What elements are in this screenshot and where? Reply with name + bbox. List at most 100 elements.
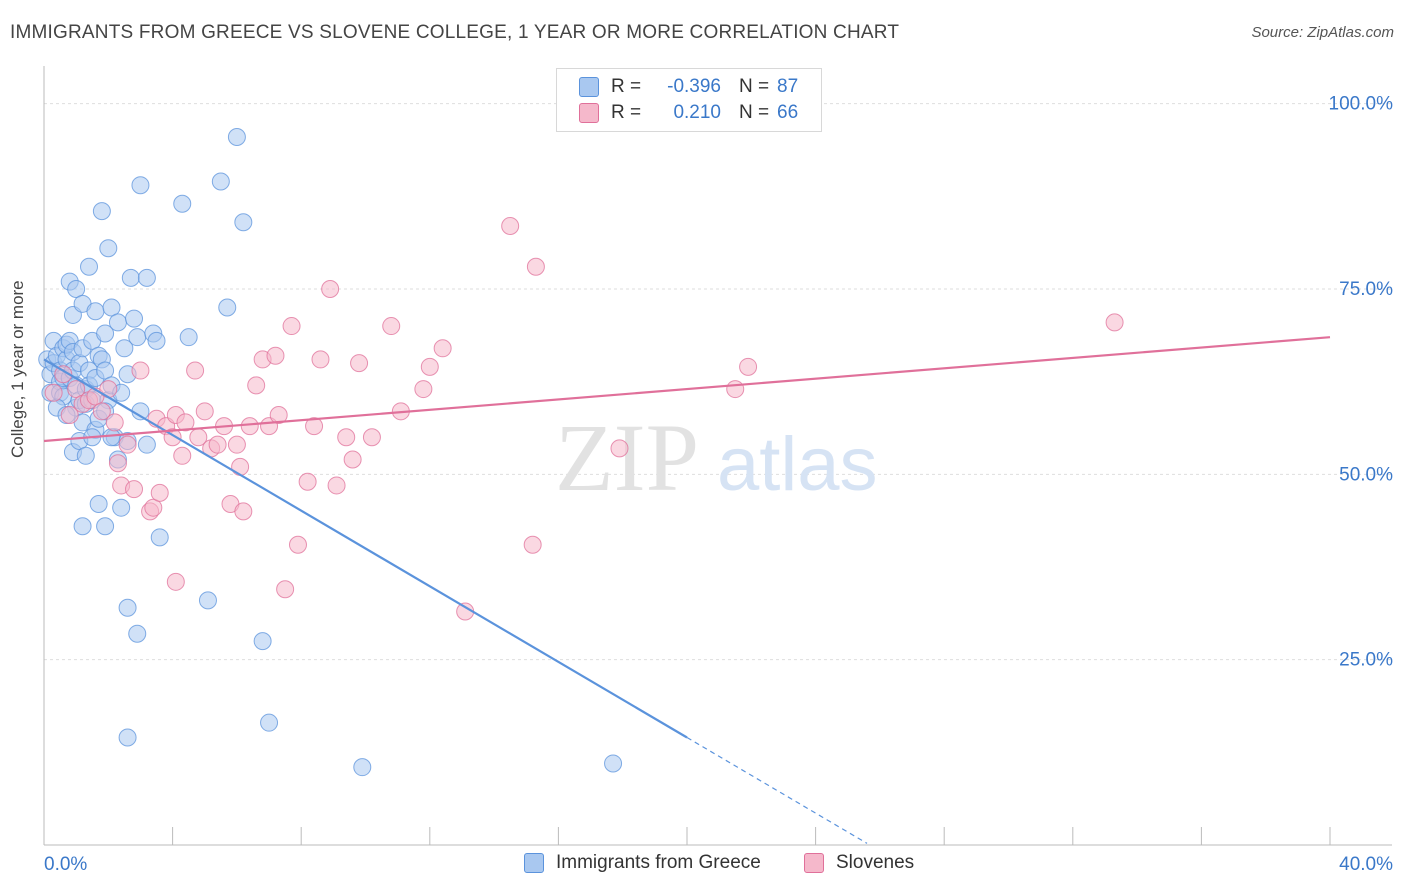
- legend-n-value: 66: [777, 102, 799, 123]
- point-slovenes: [420, 357, 439, 376]
- point-slovenes: [125, 480, 144, 499]
- point-greece: [604, 754, 623, 773]
- point-slovenes: [92, 402, 111, 421]
- point-slovenes: [247, 376, 266, 395]
- watermark-zip: ZIP: [555, 404, 699, 511]
- point-greece: [118, 598, 137, 617]
- point-greece: [67, 279, 86, 298]
- point-slovenes: [362, 428, 381, 447]
- point-slovenes: [99, 380, 118, 399]
- point-slovenes: [234, 502, 253, 521]
- correlation-legend: R = -0.396 N = 87 R = 0.210 N = 66: [556, 68, 822, 132]
- series-legend: Immigrants from Greece Slovenes: [0, 852, 1406, 878]
- point-greece: [234, 213, 253, 232]
- legend-n-value: 87: [777, 76, 799, 97]
- trendline-slovenes: [43, 336, 1331, 443]
- point-greece: [121, 268, 140, 287]
- point-greece: [112, 498, 131, 517]
- point-slovenes: [523, 535, 542, 554]
- y-tick-label: 25.0%: [1339, 650, 1393, 671]
- point-slovenes: [173, 446, 192, 465]
- legend-row-greece: R = -0.396 N = 87: [579, 75, 798, 99]
- legend-swatch-greece: [579, 77, 599, 97]
- point-slovenes: [337, 428, 356, 447]
- point-slovenes: [67, 380, 86, 399]
- legend-r-label: R =: [611, 76, 642, 97]
- legend-swatch-greece: [524, 853, 544, 873]
- point-greece: [125, 309, 144, 328]
- legend-row-slovenes: R = 0.210 N = 66: [579, 101, 798, 125]
- point-slovenes: [44, 383, 63, 402]
- legend-label-greece: Immigrants from Greece: [556, 852, 761, 873]
- point-greece: [86, 302, 105, 321]
- y-tick-label: 100.0%: [1329, 94, 1394, 115]
- point-greece: [147, 331, 166, 350]
- data-points: [38, 128, 1124, 777]
- point-slovenes: [288, 535, 307, 554]
- axes: [43, 66, 1392, 846]
- source-credit: Source: ZipAtlas.com: [1251, 24, 1394, 41]
- point-greece: [137, 268, 156, 287]
- point-slovenes: [108, 454, 127, 473]
- trendline-greece-extension: [686, 736, 868, 844]
- point-greece: [198, 591, 217, 610]
- point-greece: [76, 446, 95, 465]
- legend-item-slovenes[interactable]: Slovenes: [804, 852, 914, 874]
- point-slovenes: [343, 450, 362, 469]
- x-tick-label-max: 40.0%: [1339, 854, 1393, 875]
- point-slovenes: [311, 350, 330, 369]
- point-greece: [80, 257, 99, 276]
- legend-swatch-slovenes: [804, 853, 824, 873]
- trendline-greece: [43, 358, 688, 739]
- point-greece: [96, 517, 115, 536]
- point-greece: [173, 194, 192, 213]
- gridlines: [44, 103, 1392, 661]
- legend-r-value: -0.396: [667, 76, 721, 97]
- point-slovenes: [321, 279, 340, 298]
- point-slovenes: [501, 216, 520, 235]
- legend-swatch-slovenes: [579, 103, 599, 123]
- point-greece: [227, 128, 246, 147]
- point-greece: [96, 361, 115, 380]
- point-slovenes: [166, 572, 185, 591]
- point-slovenes: [227, 435, 246, 454]
- point-slovenes: [131, 361, 150, 380]
- legend-r-value: 0.210: [673, 102, 721, 123]
- point-slovenes: [305, 417, 324, 436]
- point-greece: [118, 728, 137, 747]
- point-slovenes: [414, 380, 433, 399]
- watermark-atlas: atlas: [717, 422, 878, 507]
- point-slovenes: [1105, 313, 1124, 332]
- point-greece: [179, 328, 198, 347]
- point-greece: [115, 339, 134, 358]
- point-greece: [102, 428, 121, 447]
- point-greece: [353, 758, 372, 777]
- point-greece: [150, 528, 169, 547]
- point-greece: [92, 202, 111, 221]
- point-slovenes: [610, 439, 629, 458]
- y-tick-label: 50.0%: [1339, 464, 1393, 485]
- point-slovenes: [240, 417, 259, 436]
- y-tick-label: 75.0%: [1339, 279, 1393, 300]
- point-greece: [108, 313, 127, 332]
- legend-n-label: N =: [739, 102, 770, 123]
- point-slovenes: [60, 406, 79, 425]
- legend-label-slovenes: Slovenes: [836, 852, 915, 873]
- legend-n-label: N =: [739, 76, 770, 97]
- point-slovenes: [105, 413, 124, 432]
- point-slovenes: [276, 580, 295, 599]
- point-slovenes: [269, 406, 288, 425]
- x-tick-label-min: 0.0%: [44, 854, 87, 875]
- point-slovenes: [726, 380, 745, 399]
- trend-lines: [43, 336, 1331, 844]
- point-greece: [137, 435, 156, 454]
- point-slovenes: [231, 457, 250, 476]
- legend-item-greece[interactable]: Immigrants from Greece: [524, 852, 761, 874]
- point-greece: [96, 324, 115, 343]
- chart-title: IMMIGRANTS FROM GREECE VS SLOVENE COLLEG…: [10, 22, 900, 43]
- point-greece: [102, 298, 121, 317]
- point-slovenes: [195, 402, 214, 421]
- point-greece: [128, 328, 147, 347]
- legend-r-label: R =: [611, 102, 642, 123]
